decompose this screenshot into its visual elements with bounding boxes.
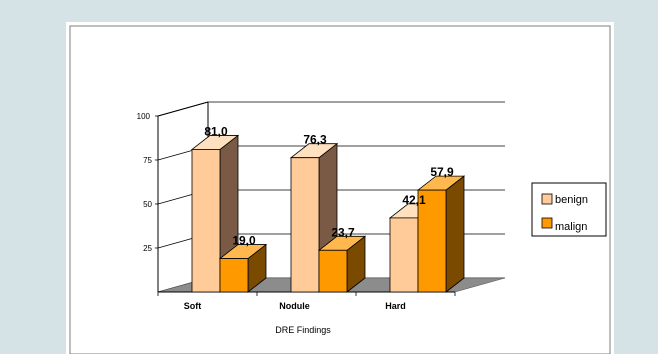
data-label-benign-soft: 81,0	[204, 124, 228, 138]
x-tick-label-hard: Hard	[385, 301, 406, 311]
legend-label-malign: malign	[555, 221, 587, 233]
legend-swatch-malign	[542, 218, 552, 228]
y-tick-label: 75	[143, 156, 152, 165]
y-tick-label: 25	[143, 244, 152, 253]
bar-malign-nodule	[319, 236, 365, 292]
x-tick-label-soft: Soft	[184, 301, 202, 311]
legend: benign malign	[532, 183, 606, 236]
x-axis-title: DRE Findings	[275, 325, 331, 335]
bar-front	[291, 158, 319, 292]
data-label-benign-hard: 42,1	[402, 193, 426, 207]
bar-side	[446, 176, 464, 292]
y-tick-label: 100	[137, 112, 151, 121]
data-label-benign-nodule: 76,3	[303, 133, 327, 147]
data-label-malign-nodule: 23,7	[331, 225, 355, 239]
x-tick-label-nodule: Nodule	[279, 301, 310, 311]
bar-front	[220, 259, 248, 292]
bar-front	[319, 250, 347, 292]
data-label-malign-soft: 19,0	[232, 234, 256, 248]
legend-label-benign: benign	[555, 194, 588, 206]
y-tick-label: 50	[143, 200, 152, 209]
legend-swatch-benign	[542, 194, 552, 204]
bar-front	[390, 218, 418, 292]
data-label-malign-hard: 57,9	[430, 165, 454, 179]
bar-front	[192, 149, 220, 292]
